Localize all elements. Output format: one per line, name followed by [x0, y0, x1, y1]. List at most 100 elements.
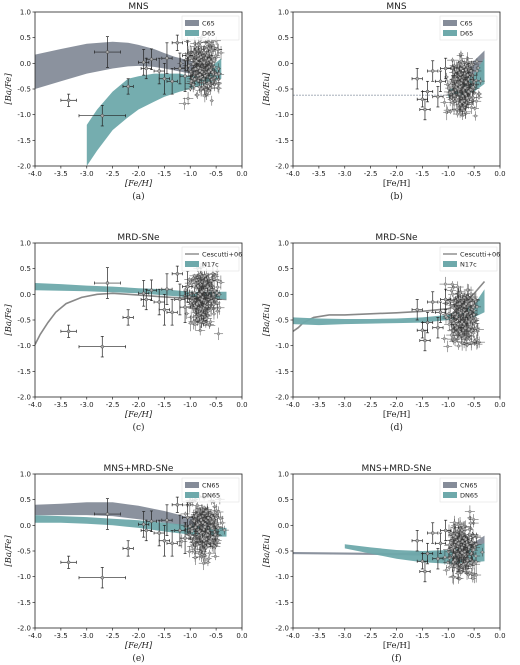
cloud-point	[472, 562, 476, 566]
y-tick-label: 1.0	[278, 9, 289, 17]
cloud-point	[475, 59, 479, 63]
cloud-point	[190, 299, 194, 303]
legend-label: DN65	[202, 492, 220, 500]
cloud-point	[199, 518, 203, 522]
data-cloud	[439, 505, 485, 585]
plot-area	[35, 262, 227, 358]
data-point	[141, 522, 146, 527]
cloud-point	[207, 46, 211, 50]
data-cloud	[177, 34, 225, 110]
cloud-point	[446, 344, 450, 348]
x-tick-label: -1.0	[183, 170, 197, 178]
x-tick-label: 0.0	[236, 401, 247, 409]
legend-swatch	[443, 261, 457, 267]
cloud-point	[219, 51, 223, 55]
x-axis-label: [Fe/H]	[125, 410, 153, 420]
cloud-point	[199, 307, 202, 311]
data-point	[185, 284, 190, 289]
cloud-point	[461, 329, 465, 332]
x-tick-label: -3.0	[338, 170, 352, 178]
cloud-point	[458, 521, 462, 525]
cloud-point	[208, 517, 212, 521]
x-tick-label: -3.5	[54, 401, 68, 409]
cloud-point	[203, 282, 207, 285]
cloud-point	[455, 83, 459, 87]
x-tick-label: -4.0	[286, 170, 300, 178]
cloud-point	[452, 307, 456, 310]
cloud-point	[475, 69, 479, 73]
x-tick-label: -3.5	[54, 170, 68, 178]
cloud-point	[199, 87, 203, 91]
cloud-point	[213, 289, 217, 292]
x-tick-label: 0.0	[494, 401, 505, 409]
cloud-point	[469, 69, 473, 73]
cloud-point	[468, 571, 472, 575]
data-point	[175, 503, 180, 507]
cloud-point	[187, 295, 191, 299]
x-tick-label: -3.0	[338, 401, 352, 409]
cloud-point	[203, 94, 207, 98]
cloud-point	[193, 550, 197, 554]
x-tick-label: -3.0	[80, 632, 94, 640]
data-point	[162, 77, 167, 81]
cloud-point	[455, 552, 459, 556]
panel-title: MNS	[386, 2, 406, 12]
cloud-point	[201, 521, 205, 525]
cloud-point	[218, 517, 222, 520]
cloud-point	[464, 302, 468, 306]
legend-label: D65	[202, 30, 215, 38]
cloud-point	[210, 99, 214, 103]
cloud-point	[443, 282, 447, 286]
data-point	[100, 344, 104, 349]
cloud-point	[473, 91, 476, 95]
cloud-point	[192, 539, 196, 543]
panel-e: MNS+MRD-SNe -4.0 -3.5 -3.0 -2.5 -2.0 -1.5 -1.0 -…	[4, 464, 248, 664]
data-point	[141, 60, 146, 65]
cloud-point	[462, 335, 466, 339]
cloud-point	[470, 63, 473, 67]
cloud-point	[215, 301, 219, 305]
cloud-point	[207, 70, 211, 73]
cloud-point	[451, 285, 455, 289]
y-tick-label: -1.5	[17, 599, 31, 607]
cloud-point	[211, 77, 215, 80]
data-point	[183, 74, 187, 78]
cloud-point	[185, 312, 189, 316]
data-point	[420, 97, 425, 101]
panel-a: MNS -4.0 -3.5 -3.0 -2.5 -2.0 -1.5 -1.0 -0.5 0.0 -2…	[4, 2, 248, 202]
cloud-point	[197, 42, 201, 46]
cloud-point	[455, 566, 459, 570]
cloud-point	[189, 79, 193, 83]
y-tick-label: 0.0	[20, 291, 31, 299]
x-tick-label: -2.5	[364, 170, 378, 178]
cloud-point	[206, 529, 210, 533]
cloud-point	[452, 521, 456, 525]
cloud-point	[453, 337, 456, 341]
cloud-point	[480, 550, 484, 554]
cloud-point	[469, 521, 473, 525]
cloud-point	[203, 74, 207, 78]
cloud-point	[443, 100, 446, 104]
cloud-point	[451, 560, 455, 564]
cloud-point	[449, 333, 453, 337]
data-point	[438, 79, 443, 84]
cloud-point	[472, 518, 476, 521]
cloud-point	[193, 41, 197, 45]
y-tick-label: -1.0	[17, 573, 31, 581]
cloud-point	[189, 321, 193, 325]
cloud-point	[445, 108, 449, 112]
cloud-point	[197, 530, 201, 534]
cloud-point	[222, 528, 226, 532]
x-tick-label: -0.5	[209, 170, 223, 178]
cloud-point	[206, 285, 210, 288]
cloud-point	[446, 560, 450, 564]
cloud-point	[203, 558, 207, 562]
cloud-point	[459, 73, 462, 76]
cloud-point	[452, 70, 456, 74]
cloud-point	[216, 285, 220, 289]
cloud-point	[470, 541, 474, 545]
cloud-point	[203, 304, 207, 308]
cloud-point	[451, 319, 455, 322]
